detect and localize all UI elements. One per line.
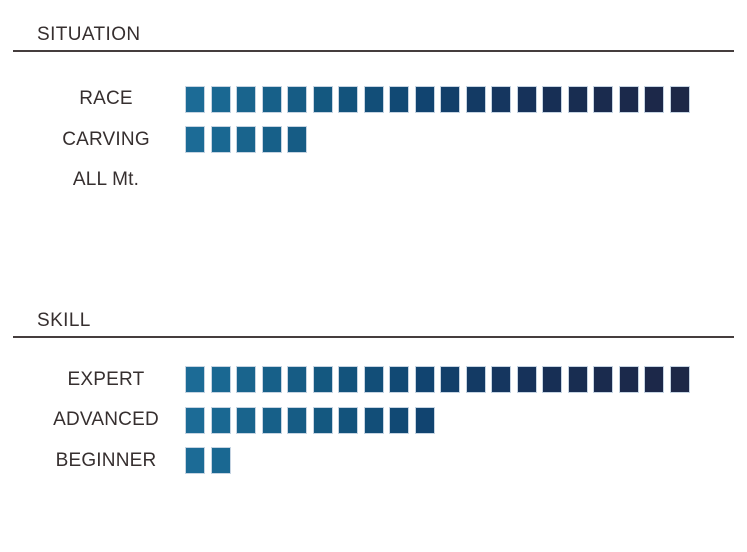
rating-chart: SITUATION RACE CARVING ALL Mt. SKILL EXPER…: [0, 24, 747, 481]
situation-rows: RACE CARVING ALL Mt.: [0, 79, 747, 201]
rating-square: [414, 406, 435, 434]
rating-square: [363, 406, 384, 434]
rating-square: [389, 406, 409, 434]
rating-square: [210, 126, 231, 154]
rating-square: [185, 447, 205, 475]
rating-squares: [185, 447, 231, 475]
rating-square: [465, 366, 486, 394]
rating-square: [261, 406, 282, 434]
rating-row: ADVANCED: [0, 400, 747, 441]
rating-square: [287, 406, 307, 434]
rating-square: [261, 366, 282, 394]
rating-row: EXPERT: [0, 360, 747, 401]
rating-square: [210, 406, 231, 434]
rating-squares: [185, 85, 690, 113]
rating-squares: [185, 126, 307, 154]
rating-square: [185, 366, 205, 394]
rating-square: [389, 366, 409, 394]
row-label: BEGINNER: [55, 449, 157, 471]
rating-square: [567, 366, 588, 394]
rating-square: [414, 85, 435, 113]
rating-square: [287, 126, 307, 154]
rating-square: [618, 366, 639, 394]
rating-square: [542, 366, 562, 394]
skill-section-title: SKILL: [37, 309, 91, 331]
situation-section-title: SITUATION: [37, 24, 141, 45]
rating-square: [669, 85, 690, 113]
row-label: RACE: [79, 88, 133, 110]
rating-square: [185, 126, 205, 154]
skill-header: SKILL: [13, 310, 734, 338]
rating-square: [618, 85, 639, 113]
row-label: ALL Mt.: [72, 169, 140, 191]
row-label: CARVING: [62, 128, 150, 150]
rating-row: ALL Mt.: [0, 160, 747, 201]
rating-square: [261, 85, 282, 113]
rating-row: BEGINNER: [0, 441, 747, 482]
rating-square: [389, 85, 409, 113]
rating-square: [440, 85, 460, 113]
rating-square: [210, 85, 231, 113]
rating-square: [516, 85, 537, 113]
rating-square: [338, 85, 358, 113]
rating-square: [363, 85, 384, 113]
rating-square: [363, 366, 384, 394]
rating-square: [465, 85, 486, 113]
rating-square: [236, 85, 256, 113]
rating-square: [236, 126, 256, 154]
rating-square: [287, 366, 307, 394]
rating-square: [287, 85, 307, 113]
skill-section: SKILL EXPERT ADVANCED BEGINNER: [0, 310, 747, 482]
rating-row: RACE: [0, 79, 747, 120]
rating-square: [185, 85, 205, 113]
rating-square: [491, 85, 511, 113]
situation-header: SITUATION: [13, 24, 734, 52]
rating-square: [440, 366, 460, 394]
rating-square: [210, 447, 231, 475]
rating-square: [593, 85, 613, 113]
row-label: EXPERT: [67, 368, 145, 390]
rating-square: [261, 126, 282, 154]
rating-square: [312, 366, 333, 394]
rating-squares: [185, 406, 435, 434]
rating-square: [185, 406, 205, 434]
rating-square: [542, 85, 562, 113]
rating-square: [644, 85, 664, 113]
rating-square: [669, 366, 690, 394]
rating-square: [236, 406, 256, 434]
rating-square: [491, 366, 511, 394]
rating-square: [644, 366, 664, 394]
rating-square: [338, 366, 358, 394]
rating-square: [210, 366, 231, 394]
situation-section: SITUATION RACE CARVING ALL Mt.: [0, 24, 747, 201]
rating-square: [236, 366, 256, 394]
rating-squares: [185, 366, 690, 394]
rating-square: [312, 406, 333, 434]
rating-square: [516, 366, 537, 394]
row-label: ADVANCED: [53, 409, 159, 431]
rating-square: [312, 85, 333, 113]
skill-rows: EXPERT ADVANCED BEGINNER: [0, 360, 747, 482]
rating-square: [567, 85, 588, 113]
rating-row: CARVING: [0, 120, 747, 161]
rating-square: [593, 366, 613, 394]
rating-square: [414, 366, 435, 394]
rating-square: [338, 406, 358, 434]
